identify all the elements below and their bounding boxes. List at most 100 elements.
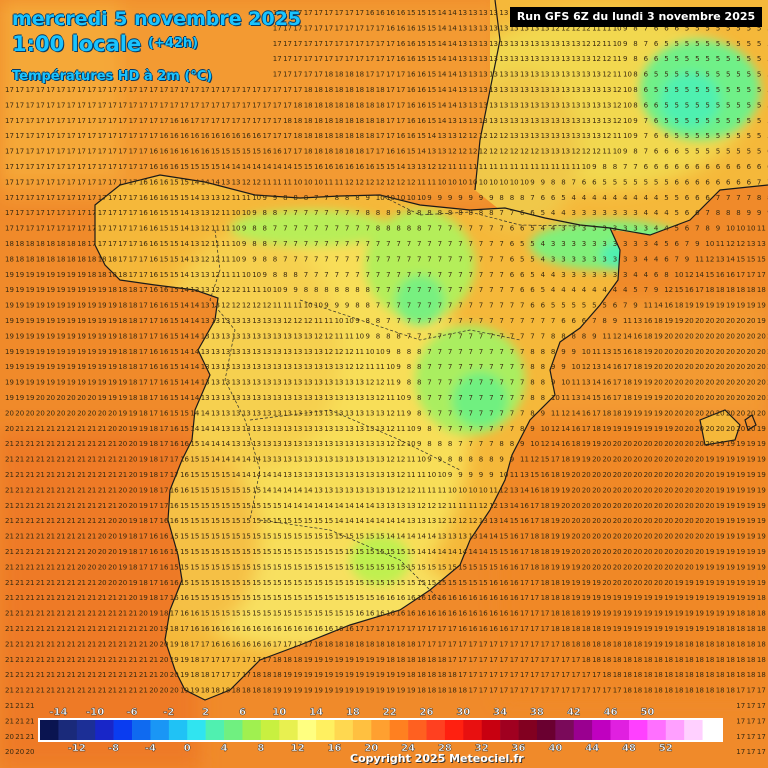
grid-value: 19 [108,363,117,371]
grid-value: 18 [644,656,653,664]
grid-value: 20 [685,486,694,494]
grid-value: 16 [139,194,148,202]
grid-value: 5 [705,86,709,94]
grid-value: 3 [572,271,576,279]
grid-value: 10 [623,86,632,94]
grid-value: 21 [98,640,107,648]
grid-value: 15 [407,579,416,587]
grid-value: 21 [15,687,24,695]
grid-value: 15 [201,533,210,541]
grid-value: 5 [685,132,689,140]
grid-value: 13 [335,486,344,494]
grid-value: 18 [345,86,354,94]
grid-value: 9 [407,394,411,402]
grid-value: 21 [87,656,96,664]
grid-value: 16 [160,563,169,571]
grid-value: 8 [314,286,318,294]
grid-value: 18 [283,117,292,125]
grid-value: 13 [252,317,261,325]
grid-value: 20 [5,733,14,741]
grid-value: 15 [489,563,498,571]
grid-value: 16 [510,563,519,571]
grid-value: 15 [335,610,344,618]
grid-value: 19 [757,533,766,541]
grid-value: 16 [160,533,169,541]
grid-value: 21 [15,456,24,464]
grid-value: 19 [87,317,96,325]
grid-value: 6 [685,194,690,202]
grid-value: 16 [396,132,405,140]
grid-value: 4 [582,194,587,202]
grid-value: 18 [438,656,447,664]
grid-value: 10 [335,317,344,325]
grid-value: 7 [499,379,503,387]
grid-value: 21 [15,440,24,448]
grid-value: 14 [561,425,570,433]
grid-value: 19 [685,594,694,602]
grid-value: 8 [551,348,555,356]
grid-value: 17 [366,71,375,79]
grid-value: 21 [46,610,55,618]
grid-value: 17 [520,671,529,679]
grid-value: 7 [644,40,648,48]
grid-value: 7 [469,440,473,448]
grid-value: 8 [602,163,606,171]
grid-value: 12 [201,225,210,233]
grid-value: 20 [582,563,591,571]
grid-value: 3 [592,255,596,263]
grid-value: 5 [675,194,679,202]
grid-value: 21 [77,594,86,602]
grid-value: 7 [438,363,442,371]
grid-value: 7 [438,409,442,417]
grid-value: 15 [190,533,199,541]
grid-value: 6 [695,194,700,202]
grid-value: 17 [160,440,169,448]
grid-value: 7 [448,409,452,417]
grid-value: 19 [26,271,35,279]
grid-value: 15 [232,579,241,587]
legend-label: 24 [401,743,415,754]
grid-value: 12 [448,517,457,525]
grid-value: 17 [324,40,333,48]
grid-value: 5 [757,148,761,156]
grid-value: 13 [489,9,498,17]
grid-value: 15 [736,255,745,263]
grid-value: 17 [757,271,766,279]
grid-value: 18 [613,640,622,648]
grid-value: 13 [510,117,519,125]
grid-value: 17 [510,687,519,695]
legend-swatch [555,720,575,740]
grid-value: 12 [541,440,550,448]
grid-value: 5 [736,55,740,63]
grid-value: 18 [541,486,550,494]
grid-value: 13 [232,348,241,356]
grid-value: 7 [469,317,473,325]
grid-value: 7 [675,255,679,263]
grid-value: 20 [623,471,632,479]
grid-value: 17 [283,55,292,63]
grid-value: 21 [26,425,35,433]
grid-value: 16 [149,178,158,186]
grid-value: 11 [551,163,560,171]
grid-value: 19 [67,271,76,279]
grid-value: 12 [561,24,570,32]
grid-value: 21 [57,548,66,556]
grid-value: 17 [87,240,96,248]
grid-value: 9 [324,302,328,310]
grid-value: 20 [675,533,684,541]
grid-value: 17 [98,132,107,140]
grid-value: 20 [602,471,611,479]
grid-value: 15 [345,563,354,571]
grid-value: 5 [530,255,534,263]
grid-value: 17 [36,86,45,94]
grid-value: 15 [221,471,230,479]
grid-value: 15 [427,563,436,571]
grid-value: 8 [366,302,370,310]
grid-value: 19 [15,394,24,402]
grid-value: 16 [149,255,158,263]
grid-value: 20 [685,517,694,525]
grid-value: 16 [149,225,158,233]
grid-value: 18 [355,132,364,140]
grid-value: 19 [15,317,24,325]
